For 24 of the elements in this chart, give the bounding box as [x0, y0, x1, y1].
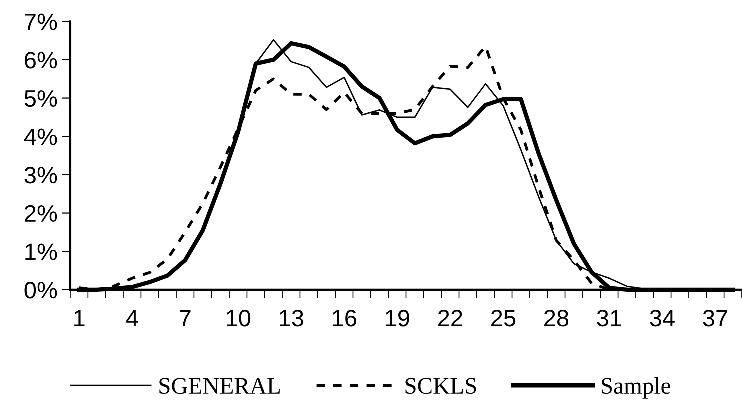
x-tick-label: 13: [280, 310, 304, 327]
y-tick-label: 3%: [24, 167, 58, 184]
legend-label: SGENERAL: [160, 378, 280, 394]
x-tick-label: 37: [703, 310, 728, 327]
legend-label: SCKLS: [406, 378, 476, 394]
x-tick-label: 25: [491, 310, 516, 327]
y-tick-label: 4%: [24, 128, 58, 146]
x-tick-label: 28: [544, 310, 569, 327]
x-tick-label: 34: [650, 310, 675, 327]
y-tick-label: 7%: [25, 14, 58, 30]
x-tick-label: 10: [227, 310, 251, 327]
y-tick-label: 5%: [24, 90, 58, 108]
y-tick-label: 0%: [24, 282, 58, 299]
y-tick-label: 2%: [25, 205, 58, 222]
legend-label: Sample: [602, 378, 670, 399]
x-tick-label: 16: [333, 310, 356, 327]
x-tick-label: 22: [438, 310, 462, 327]
x-tick-label: 4: [126, 310, 138, 327]
y-tick-label: 6%: [25, 52, 58, 69]
x-tick-label: 31: [597, 310, 622, 327]
x-tick-label: 19: [386, 310, 410, 327]
x-tick-label: 7: [180, 310, 191, 327]
x-tick-label: 1: [74, 310, 85, 327]
y-tick-label: 1%: [26, 244, 58, 260]
